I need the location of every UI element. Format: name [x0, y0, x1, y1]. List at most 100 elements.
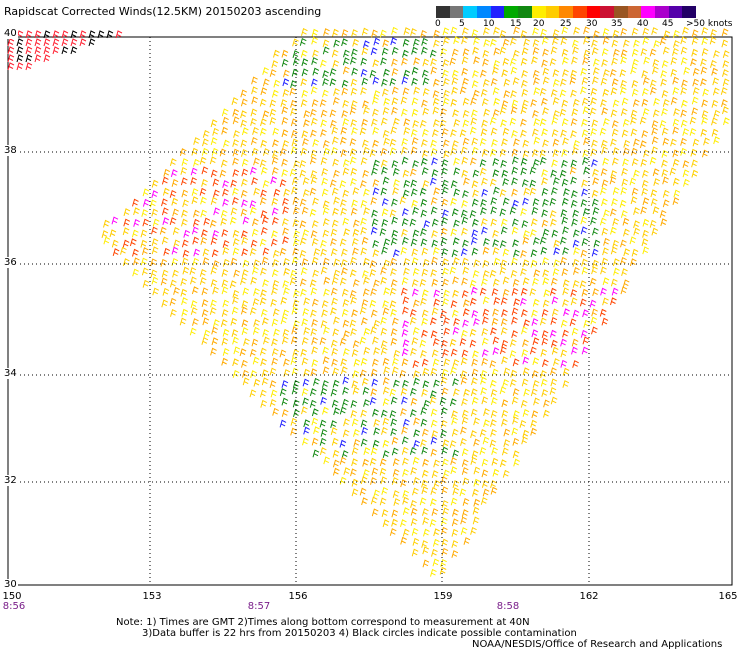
- wind-barb: [562, 279, 570, 288]
- wind-barb: [381, 246, 388, 255]
- wind-barb: [181, 218, 188, 227]
- wind-barb: [439, 119, 447, 128]
- wind-barb: [389, 209, 397, 218]
- wind-barb: [581, 288, 589, 297]
- wind-barb: [419, 119, 427, 128]
- wind-barb: [409, 447, 417, 455]
- wind-barb: [333, 269, 341, 278]
- wind-barb: [222, 116, 229, 125]
- wind-barb: [123, 218, 131, 227]
- legend-swatch-5: [504, 6, 519, 18]
- wind-barb: [680, 87, 688, 95]
- wind-barb: [509, 339, 517, 347]
- wind-barb: [633, 39, 640, 48]
- wind-barb: [491, 457, 499, 466]
- wind-barb: [330, 339, 338, 348]
- wind-barb: [390, 396, 398, 405]
- wind-barb: [620, 256, 627, 265]
- wind-barb: [361, 377, 369, 386]
- wind-barb: [281, 58, 289, 67]
- wind-barb: [539, 156, 547, 165]
- wind-barb: [322, 257, 330, 266]
- wind-barb: [450, 366, 457, 375]
- wind-barb: [452, 289, 459, 298]
- legend-swatch-18: [682, 6, 697, 18]
- wind-barb: [271, 166, 279, 175]
- wind-barb: [303, 119, 310, 128]
- wind-barb: [592, 206, 600, 215]
- wind-barb: [259, 197, 267, 206]
- wind-barb: [311, 237, 319, 246]
- wind-barb: [242, 287, 250, 296]
- wind-barb: [451, 518, 459, 527]
- wind-barb: [381, 198, 389, 206]
- wind-barb: [172, 269, 179, 278]
- wind-barb: [580, 199, 588, 207]
- wind-barb: [350, 468, 357, 477]
- wind-barb: [591, 308, 598, 317]
- map-frame: [7, 36, 733, 586]
- wind-barb: [190, 276, 197, 285]
- wind-barb: [513, 26, 520, 35]
- wind-barb: [672, 158, 680, 167]
- wind-barb: [291, 306, 299, 315]
- wind-barb: [530, 388, 538, 397]
- wind-barb: [631, 158, 639, 166]
- wind-barb: [389, 300, 397, 309]
- wind-barb: [259, 238, 267, 247]
- wind-barb: [330, 420, 337, 429]
- wind-barb: [511, 316, 518, 325]
- wind-barb: [431, 169, 439, 178]
- wind-barb: [350, 56, 357, 65]
- wind-barb: [651, 146, 658, 155]
- wind-barb: [521, 349, 529, 357]
- wind-barb: [420, 418, 428, 427]
- wind-barb: [329, 78, 337, 87]
- wind-barb: [293, 206, 300, 215]
- wind-barb: [482, 296, 490, 305]
- wind-barb: [459, 337, 467, 346]
- wind-barb: [310, 230, 318, 239]
- wind-barb: [569, 76, 577, 85]
- wind-barb: [640, 48, 648, 56]
- wind-barb: [539, 317, 547, 326]
- wind-barb: [309, 187, 317, 196]
- wind-barb: [273, 188, 281, 197]
- wind-barb: [111, 239, 119, 248]
- wind-barb: [381, 78, 388, 87]
- wind-barb: [412, 456, 420, 465]
- wind-barb: [413, 86, 421, 95]
- wind-barb: [191, 196, 199, 205]
- wind-barb: [88, 30, 96, 39]
- wind-barb: [191, 226, 199, 235]
- wind-barb: [300, 147, 308, 156]
- wind-barb: [402, 496, 409, 505]
- wind-barb: [283, 267, 291, 276]
- wind-barb: [179, 317, 187, 326]
- wind-barb: [301, 68, 309, 77]
- wind-barb: [512, 410, 520, 419]
- wind-barb: [299, 249, 307, 258]
- wind-barb: [612, 147, 620, 156]
- wind-barb: [701, 26, 709, 35]
- wind-barb: [333, 88, 340, 96]
- wind-barb: [561, 26, 569, 35]
- wind-barb: [332, 28, 339, 37]
- wind-barb: [649, 156, 657, 165]
- wind-barb: [450, 497, 458, 506]
- wind-barb: [601, 179, 609, 188]
- lon-label-165: 165: [718, 591, 738, 602]
- wind-barb: [200, 209, 208, 218]
- wind-barb: [97, 30, 105, 39]
- wind-barb: [640, 158, 648, 167]
- wind-barb: [461, 199, 468, 208]
- wind-barb: [722, 60, 730, 68]
- wind-barb: [182, 249, 190, 258]
- wind-barb: [340, 358, 348, 367]
- wind-barb: [272, 407, 279, 416]
- wind-barb: [430, 139, 437, 148]
- wind-barb: [390, 37, 398, 46]
- wind-barb: [520, 399, 528, 408]
- wind-barb: [281, 106, 289, 115]
- wind-barb: [331, 297, 338, 306]
